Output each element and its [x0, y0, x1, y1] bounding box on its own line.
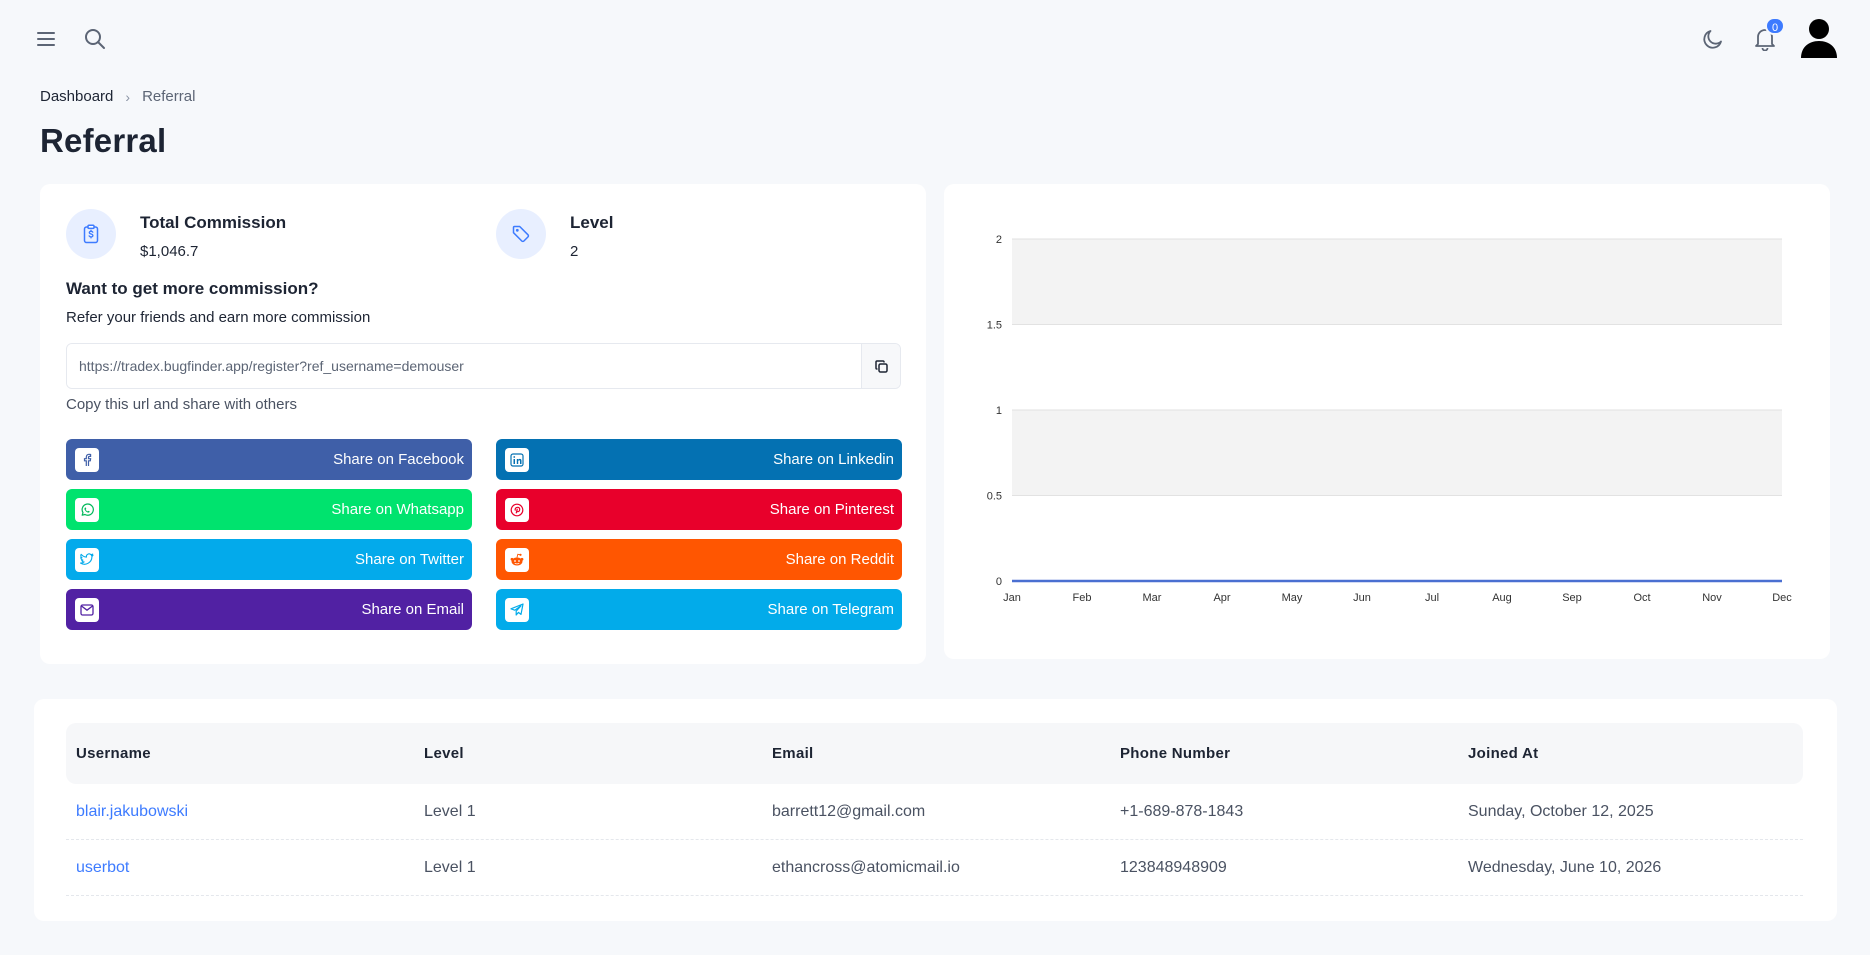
level-stat: Level 2: [496, 209, 613, 260]
linkedin-icon: [505, 447, 529, 472]
joined-cell: Wednesday, June 10, 2026: [1468, 858, 1662, 876]
referral-promo-title: Want to get more commission?: [66, 279, 319, 298]
total-commission-value: $1,046.7: [140, 243, 199, 260]
chart-x-tick-label: Jul: [1425, 592, 1439, 604]
column-header-level: Level: [424, 745, 464, 762]
share-facebook-button[interactable]: Share on Facebook: [66, 439, 472, 480]
tag-icon: [496, 209, 546, 259]
share-pinterest-label: Share on Pinterest: [769, 501, 894, 518]
user-avatar[interactable]: [1800, 18, 1838, 58]
share-email-button[interactable]: Share on Email: [66, 589, 472, 630]
chart-grid-band: [1012, 410, 1782, 496]
level-cell: Level 1: [424, 858, 476, 876]
breadcrumb: Dashboard › Referral: [40, 88, 195, 105]
table-header: Username Level Email Phone Number Joined…: [66, 723, 1803, 784]
chart-x-tick-label: Oct: [1633, 592, 1650, 604]
referral-url-input[interactable]: [67, 344, 861, 388]
share-telegram-label: Share on Telegram: [767, 601, 894, 618]
whatsapp-icon: [75, 497, 99, 522]
username-link[interactable]: blair.jakubowski: [76, 802, 189, 820]
chart-x-tick-label: Jan: [1003, 592, 1021, 604]
table-row: blair.jakubowski Level 1 barrett12@gmail…: [66, 784, 1803, 840]
column-header-phone: Phone Number: [1120, 745, 1231, 762]
joined-cell: Sunday, October 12, 2025: [1468, 802, 1654, 820]
chart-x-tick-label: May: [1282, 592, 1303, 604]
email-cell: ethancross@atomicmail.io: [772, 858, 960, 876]
share-twitter-label: Share on Twitter: [355, 551, 464, 568]
chart-x-tick-label: Mar: [1143, 592, 1162, 604]
chart-y-tick-label: 1: [996, 405, 1002, 417]
share-twitter-button[interactable]: Share on Twitter: [66, 539, 472, 580]
share-linkedin-button[interactable]: Share on Linkedin: [496, 439, 902, 480]
commission-chart: 0 0.5 1 1.5 2 Jan Feb Mar Apr May Jun Jul Aug Sep Oct N…: [987, 234, 1793, 604]
chart-x-tick-label: Apr: [1213, 592, 1230, 604]
notification-count-badge: 0: [1765, 17, 1786, 35]
copy-icon: [874, 359, 888, 373]
clipboard-dollar-icon: [66, 209, 116, 259]
email-cell: barrett12@gmail.com: [772, 802, 926, 820]
chart-y-tick-label: 2: [996, 234, 1002, 246]
column-header-email: Email: [772, 745, 814, 762]
twitter-icon: [75, 547, 99, 572]
table-row: userbot Level 1 ethancross@atomicmail.io…: [66, 840, 1803, 896]
pinterest-icon: [505, 497, 529, 522]
phone-cell: 123848948909: [1120, 858, 1227, 876]
commission-chart-card: 0 0.5 1 1.5 2 Jan Feb Mar Apr May Jun Jul Aug Sep Oct N…: [944, 184, 1830, 659]
facebook-icon: [75, 447, 99, 472]
breadcrumb-dashboard-link[interactable]: Dashboard: [40, 88, 114, 105]
level-label: Level: [570, 213, 614, 232]
breadcrumb-chevron-icon: ›: [125, 88, 131, 105]
chart-y-tick-label: 0: [996, 576, 1002, 588]
phone-cell: +1-689-878-1843: [1120, 802, 1244, 820]
chart-grid-band: [1012, 239, 1782, 325]
share-reddit-button[interactable]: Share on Reddit: [496, 539, 902, 580]
page-title: Referral: [40, 122, 167, 159]
share-reddit-label: Share on Reddit: [785, 551, 894, 568]
menu-icon[interactable]: [34, 26, 60, 52]
share-pinterest-button[interactable]: Share on Pinterest: [496, 489, 902, 530]
chart-y-tick-label: 0.5: [987, 491, 1002, 503]
breadcrumb-current: Referral: [142, 88, 196, 105]
level-value: 2: [570, 243, 579, 260]
username-link[interactable]: userbot: [76, 858, 130, 876]
share-whatsapp-label: Share on Whatsapp: [331, 501, 464, 518]
dark-mode-moon-icon[interactable]: [1698, 24, 1728, 54]
chart-x-tick-label: Nov: [1702, 592, 1722, 604]
share-facebook-label: Share on Facebook: [333, 451, 464, 468]
chart-x-tick-label: Sep: [1562, 592, 1582, 604]
column-header-joined: Joined At: [1468, 745, 1539, 762]
referral-users-table: Username Level Email Phone Number Joined…: [66, 723, 1803, 896]
level-cell: Level 1: [424, 802, 476, 820]
copy-url-button[interactable]: [861, 344, 900, 388]
telegram-icon: [505, 597, 529, 622]
share-telegram-button[interactable]: Share on Telegram: [496, 589, 902, 630]
column-header-username: Username: [76, 745, 151, 762]
reddit-icon: [505, 547, 529, 572]
referral-url-group: [66, 343, 901, 389]
search-icon[interactable]: [82, 26, 108, 52]
chart-x-tick-label: Jun: [1353, 592, 1371, 604]
referral-card: Total Commission $1,046.7 Level 2 Want t…: [40, 184, 926, 664]
copy-url-hint: Copy this url and share with others: [66, 396, 297, 413]
share-linkedin-label: Share on Linkedin: [773, 451, 894, 468]
chart-x-tick-label: Feb: [1073, 592, 1092, 604]
share-email-label: Share on Email: [361, 601, 464, 618]
chart-y-tick-label: 1.5: [987, 320, 1002, 332]
share-buttons-grid: Share on Facebook Share on Linkedin Shar…: [66, 439, 902, 630]
total-commission-stat: Total Commission $1,046.7: [66, 209, 286, 260]
referral-users-card: Username Level Email Phone Number Joined…: [34, 699, 1837, 921]
chart-x-tick-label: Aug: [1492, 592, 1512, 604]
chart-x-tick-label: Dec: [1772, 592, 1792, 604]
share-whatsapp-button[interactable]: Share on Whatsapp: [66, 489, 472, 530]
referral-promo-subtitle: Refer your friends and earn more commiss…: [66, 309, 371, 326]
top-bar: 0: [0, 0, 1870, 78]
email-icon: [75, 597, 99, 622]
total-commission-label: Total Commission: [140, 213, 287, 232]
